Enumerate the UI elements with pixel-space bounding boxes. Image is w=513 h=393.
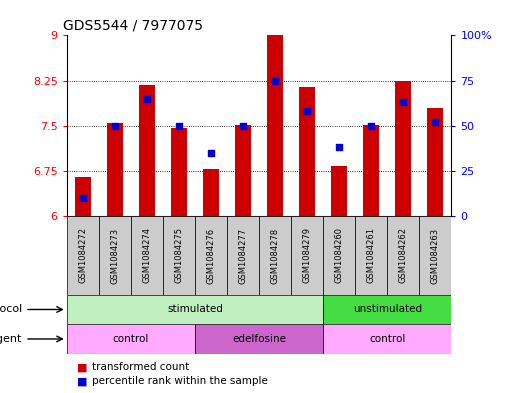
Point: [78, 195, 87, 201]
Text: agent: agent: [0, 334, 22, 344]
Text: control: control: [369, 334, 405, 344]
Text: GSM1084273: GSM1084273: [110, 228, 120, 283]
Bar: [323, 324, 451, 354]
Point: [239, 123, 247, 129]
Bar: [163, 216, 195, 295]
Point: [335, 144, 343, 151]
Text: protocol: protocol: [0, 305, 22, 314]
Text: unstimulated: unstimulated: [353, 305, 422, 314]
Bar: [203, 169, 219, 216]
Bar: [331, 165, 347, 216]
Bar: [323, 216, 355, 295]
Bar: [427, 108, 443, 216]
Bar: [67, 216, 98, 295]
Point: [271, 77, 279, 84]
Text: transformed count: transformed count: [92, 362, 190, 373]
Point: [143, 95, 151, 102]
Bar: [171, 128, 187, 216]
Text: GSM1084277: GSM1084277: [239, 228, 248, 283]
Bar: [323, 295, 451, 324]
Bar: [67, 324, 195, 354]
Text: percentile rank within the sample: percentile rank within the sample: [92, 376, 268, 386]
Bar: [107, 123, 123, 216]
Bar: [195, 324, 323, 354]
Text: GSM1084263: GSM1084263: [431, 228, 440, 283]
Bar: [267, 35, 283, 216]
Bar: [75, 177, 91, 216]
Bar: [98, 216, 131, 295]
Bar: [259, 216, 291, 295]
Text: GSM1084275: GSM1084275: [174, 228, 184, 283]
Point: [111, 123, 119, 129]
Bar: [139, 85, 155, 216]
Bar: [363, 125, 379, 216]
Text: GSM1084274: GSM1084274: [142, 228, 151, 283]
Bar: [291, 216, 323, 295]
Bar: [67, 295, 323, 324]
Bar: [396, 81, 411, 216]
Text: GSM1084278: GSM1084278: [270, 228, 280, 283]
Text: GSM1084272: GSM1084272: [78, 228, 87, 283]
Bar: [235, 125, 251, 216]
Bar: [355, 216, 387, 295]
Bar: [387, 216, 420, 295]
Text: edelfosine: edelfosine: [232, 334, 286, 344]
Text: GSM1084262: GSM1084262: [399, 228, 408, 283]
Text: stimulated: stimulated: [167, 305, 223, 314]
Bar: [299, 86, 315, 216]
Bar: [131, 216, 163, 295]
Text: GSM1084261: GSM1084261: [367, 228, 376, 283]
Bar: [420, 216, 451, 295]
Point: [175, 123, 183, 129]
Text: ■: ■: [77, 376, 87, 386]
Point: [431, 119, 440, 125]
Text: GDS5544 / 7977075: GDS5544 / 7977075: [63, 19, 203, 33]
Text: GSM1084260: GSM1084260: [334, 228, 344, 283]
Point: [207, 150, 215, 156]
Point: [367, 123, 376, 129]
Bar: [227, 216, 259, 295]
Text: GSM1084279: GSM1084279: [303, 228, 312, 283]
Text: GSM1084276: GSM1084276: [206, 228, 215, 283]
Point: [303, 108, 311, 114]
Text: ■: ■: [77, 362, 87, 373]
Point: [399, 99, 407, 105]
Bar: [195, 216, 227, 295]
Text: control: control: [113, 334, 149, 344]
